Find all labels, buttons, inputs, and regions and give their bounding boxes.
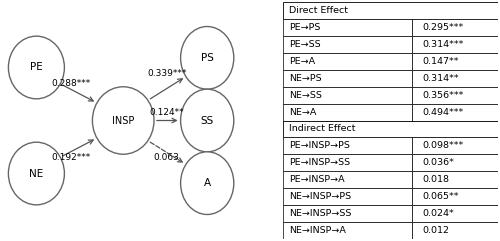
Text: 0.124**: 0.124** [150, 107, 184, 117]
Ellipse shape [180, 89, 234, 152]
Ellipse shape [8, 36, 64, 99]
Bar [412, 53, 498, 70]
Text: SS: SS [200, 115, 214, 126]
Bar [282, 171, 412, 188]
Text: 0.098***: 0.098*** [422, 141, 464, 150]
Text: 0.192***: 0.192*** [52, 153, 91, 162]
Text: PS: PS [201, 53, 213, 63]
Bar [412, 19, 498, 36]
Text: 0.012: 0.012 [422, 226, 449, 235]
Bar [412, 205, 498, 222]
Bar [412, 188, 498, 205]
Text: NE→INSP→A: NE→INSP→A [289, 226, 346, 235]
Ellipse shape [92, 87, 154, 154]
Text: 0.024*: 0.024* [422, 209, 454, 218]
Text: PE→PS: PE→PS [289, 23, 320, 32]
Bar [412, 154, 498, 171]
Text: 0.065**: 0.065** [422, 192, 459, 201]
Text: 0.494***: 0.494*** [422, 107, 464, 117]
Text: PE: PE [30, 62, 43, 73]
Text: PE→INSP→SS: PE→INSP→SS [289, 158, 350, 167]
Bar [282, 188, 412, 205]
Text: 0.147**: 0.147** [422, 57, 459, 66]
Text: NE→SS: NE→SS [289, 91, 322, 100]
Text: NE→A: NE→A [289, 107, 316, 117]
Text: Direct Effect: Direct Effect [289, 6, 348, 15]
Text: PE→SS: PE→SS [289, 40, 320, 49]
Text: NE→INSP→SS: NE→INSP→SS [289, 209, 352, 218]
Text: 0.288***: 0.288*** [52, 79, 91, 88]
Text: INSP: INSP [112, 115, 134, 126]
Bar [412, 222, 498, 239]
Bar [412, 36, 498, 53]
Text: 0.314**: 0.314** [422, 74, 459, 83]
Text: 0.018: 0.018 [422, 175, 449, 184]
Bar [282, 36, 412, 53]
Ellipse shape [8, 142, 64, 205]
Text: 0.356***: 0.356*** [422, 91, 464, 100]
Text: PE→INSP→PS: PE→INSP→PS [289, 141, 350, 150]
Bar [282, 205, 412, 222]
Text: PE→INSP→A: PE→INSP→A [289, 175, 344, 184]
Ellipse shape [180, 152, 234, 214]
Bar [282, 2, 498, 19]
Text: NE→INSP→PS: NE→INSP→PS [289, 192, 351, 201]
Text: 0.063: 0.063 [154, 153, 180, 162]
Text: 0.314***: 0.314*** [422, 40, 464, 49]
Bar [282, 70, 412, 87]
Bar [412, 70, 498, 87]
Bar [282, 53, 412, 70]
Text: NE: NE [30, 168, 44, 179]
Text: 0.295***: 0.295*** [422, 23, 464, 32]
Bar [412, 104, 498, 120]
Bar [282, 154, 412, 171]
Bar [282, 104, 412, 120]
Bar [282, 137, 412, 154]
Bar [282, 222, 412, 239]
Text: 0.036*: 0.036* [422, 158, 454, 167]
Bar [412, 171, 498, 188]
Bar [282, 19, 412, 36]
Bar [412, 87, 498, 104]
Bar [282, 87, 412, 104]
Text: Indirect Effect: Indirect Effect [289, 124, 356, 134]
Text: NE→PS: NE→PS [289, 74, 322, 83]
Bar [412, 137, 498, 154]
Text: 0.339***: 0.339*** [147, 69, 186, 78]
Text: A: A [204, 178, 211, 188]
Bar [282, 120, 498, 137]
Ellipse shape [180, 27, 234, 89]
Text: PE→A: PE→A [289, 57, 315, 66]
